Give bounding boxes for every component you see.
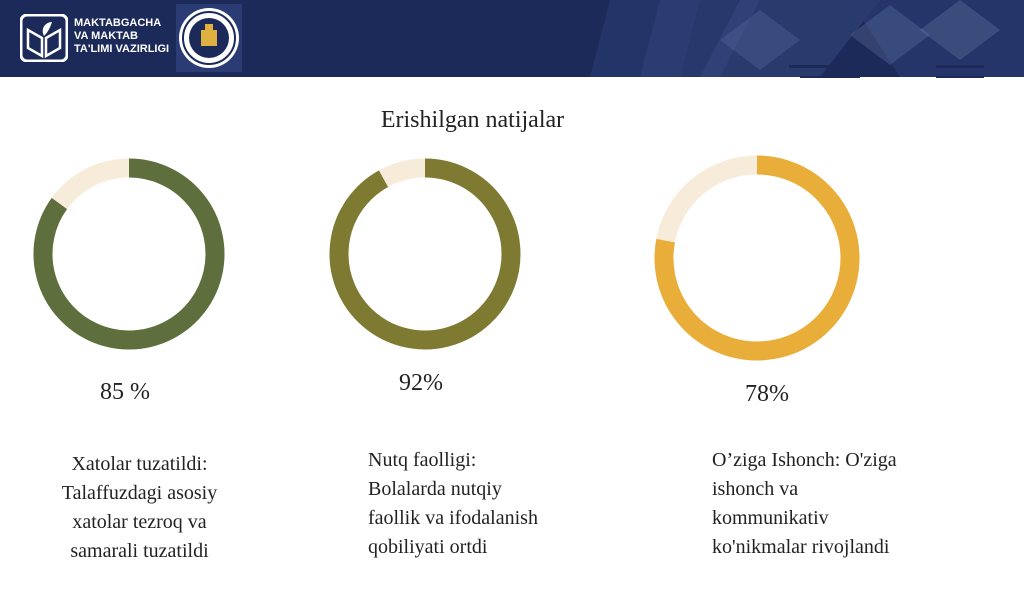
description-line: faollik va ifodalanish xyxy=(368,507,538,529)
ministry-line: VA MAKTAB xyxy=(74,30,138,42)
description-line: Xatolar tuzatildi: xyxy=(71,453,208,475)
header-decoration xyxy=(590,0,1024,77)
description-line: xatolar tezroq va xyxy=(72,511,207,533)
description-line: kommunikativ xyxy=(712,507,829,529)
chart-value-label: 85 % xyxy=(100,379,150,405)
donut-slice-value xyxy=(329,158,521,350)
chart-description: O’ziga Ishonch: O'ziga ishonch va kommun… xyxy=(712,446,897,562)
donut-slice-remainder xyxy=(656,155,758,243)
description-line: ko'nikmalar rivojlandi xyxy=(712,536,890,558)
donut-slice-remainder xyxy=(51,158,130,210)
slide-title: Erishilgan natijalar xyxy=(380,107,565,133)
donut-slice-remainder xyxy=(378,158,426,188)
emblem-seal-icon xyxy=(176,4,242,72)
description-line: qobiliyati ortdi xyxy=(368,536,488,558)
chart-value-label: 78% xyxy=(745,381,789,407)
ministry-line: MAKTABGACHA xyxy=(74,17,162,29)
ministry-name: MAKTABGACHA VA MAKTAB TA'LIMI VAZIRLIGI xyxy=(74,17,169,56)
description-line: Bolalarda nutqiy xyxy=(368,478,502,500)
description-line: Nutq faolligi: xyxy=(368,449,477,471)
description-line: samarali tuzatildi xyxy=(70,540,209,562)
book-logo-icon xyxy=(20,14,68,62)
description-line: Talaffuzdagi asosiy xyxy=(61,482,218,504)
description-line: ishonch va xyxy=(712,478,799,500)
ministry-line: TA'LIMI VAZIRLIGI xyxy=(74,43,170,55)
header-banner: MAKTABGACHA VA MAKTAB TA'LIMI VAZIRLIGI xyxy=(0,0,1024,77)
chart-description: Nutq faolligi: Bolalarda nutqiy faollik … xyxy=(368,446,538,562)
chart-description: Xatolar tuzatildi: Talaffuzdagi asosiy x… xyxy=(47,450,232,566)
chart-value-label: 92% xyxy=(399,370,443,396)
donut-slice-value xyxy=(654,155,860,361)
donut-slice-value xyxy=(33,158,225,350)
decorative-lines xyxy=(789,65,984,78)
description-line: O’ziga Ishonch: O'ziga xyxy=(712,449,897,471)
